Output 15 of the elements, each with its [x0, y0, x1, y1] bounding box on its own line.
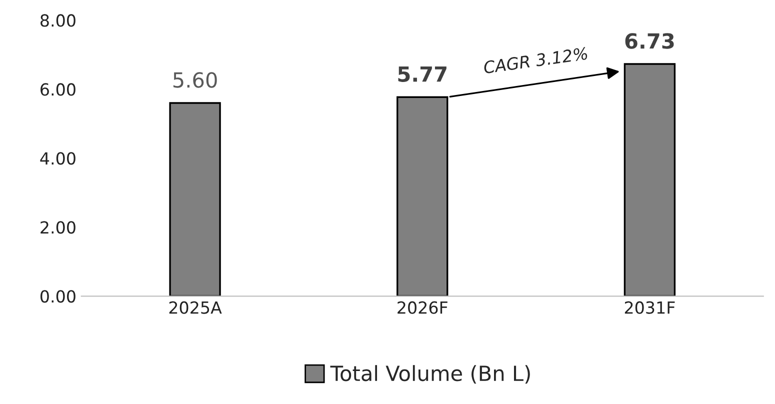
- y-tick-label: 2.00: [40, 221, 76, 234]
- y-tick-label: 8.00: [40, 14, 76, 27]
- y-tick-label: 0.00: [40, 290, 76, 303]
- text: 6.73: [625, 33, 674, 49]
- bar: [169, 102, 221, 296]
- y-tick-label: 4.00: [40, 152, 76, 165]
- x-tick-label: 2025A: [169, 301, 222, 314]
- text: 5.60: [173, 72, 217, 88]
- legend-label: Total Volume (Bn L): [330, 365, 530, 384]
- x-tick-label: 2031F: [624, 301, 675, 314]
- x-tick-label: 2026F: [398, 301, 448, 314]
- bar: [624, 63, 676, 296]
- y-tick-label: 6.00: [40, 83, 76, 96]
- text: 5.77: [398, 66, 446, 82]
- annotation: CAGR 3.12%: [483, 46, 588, 74]
